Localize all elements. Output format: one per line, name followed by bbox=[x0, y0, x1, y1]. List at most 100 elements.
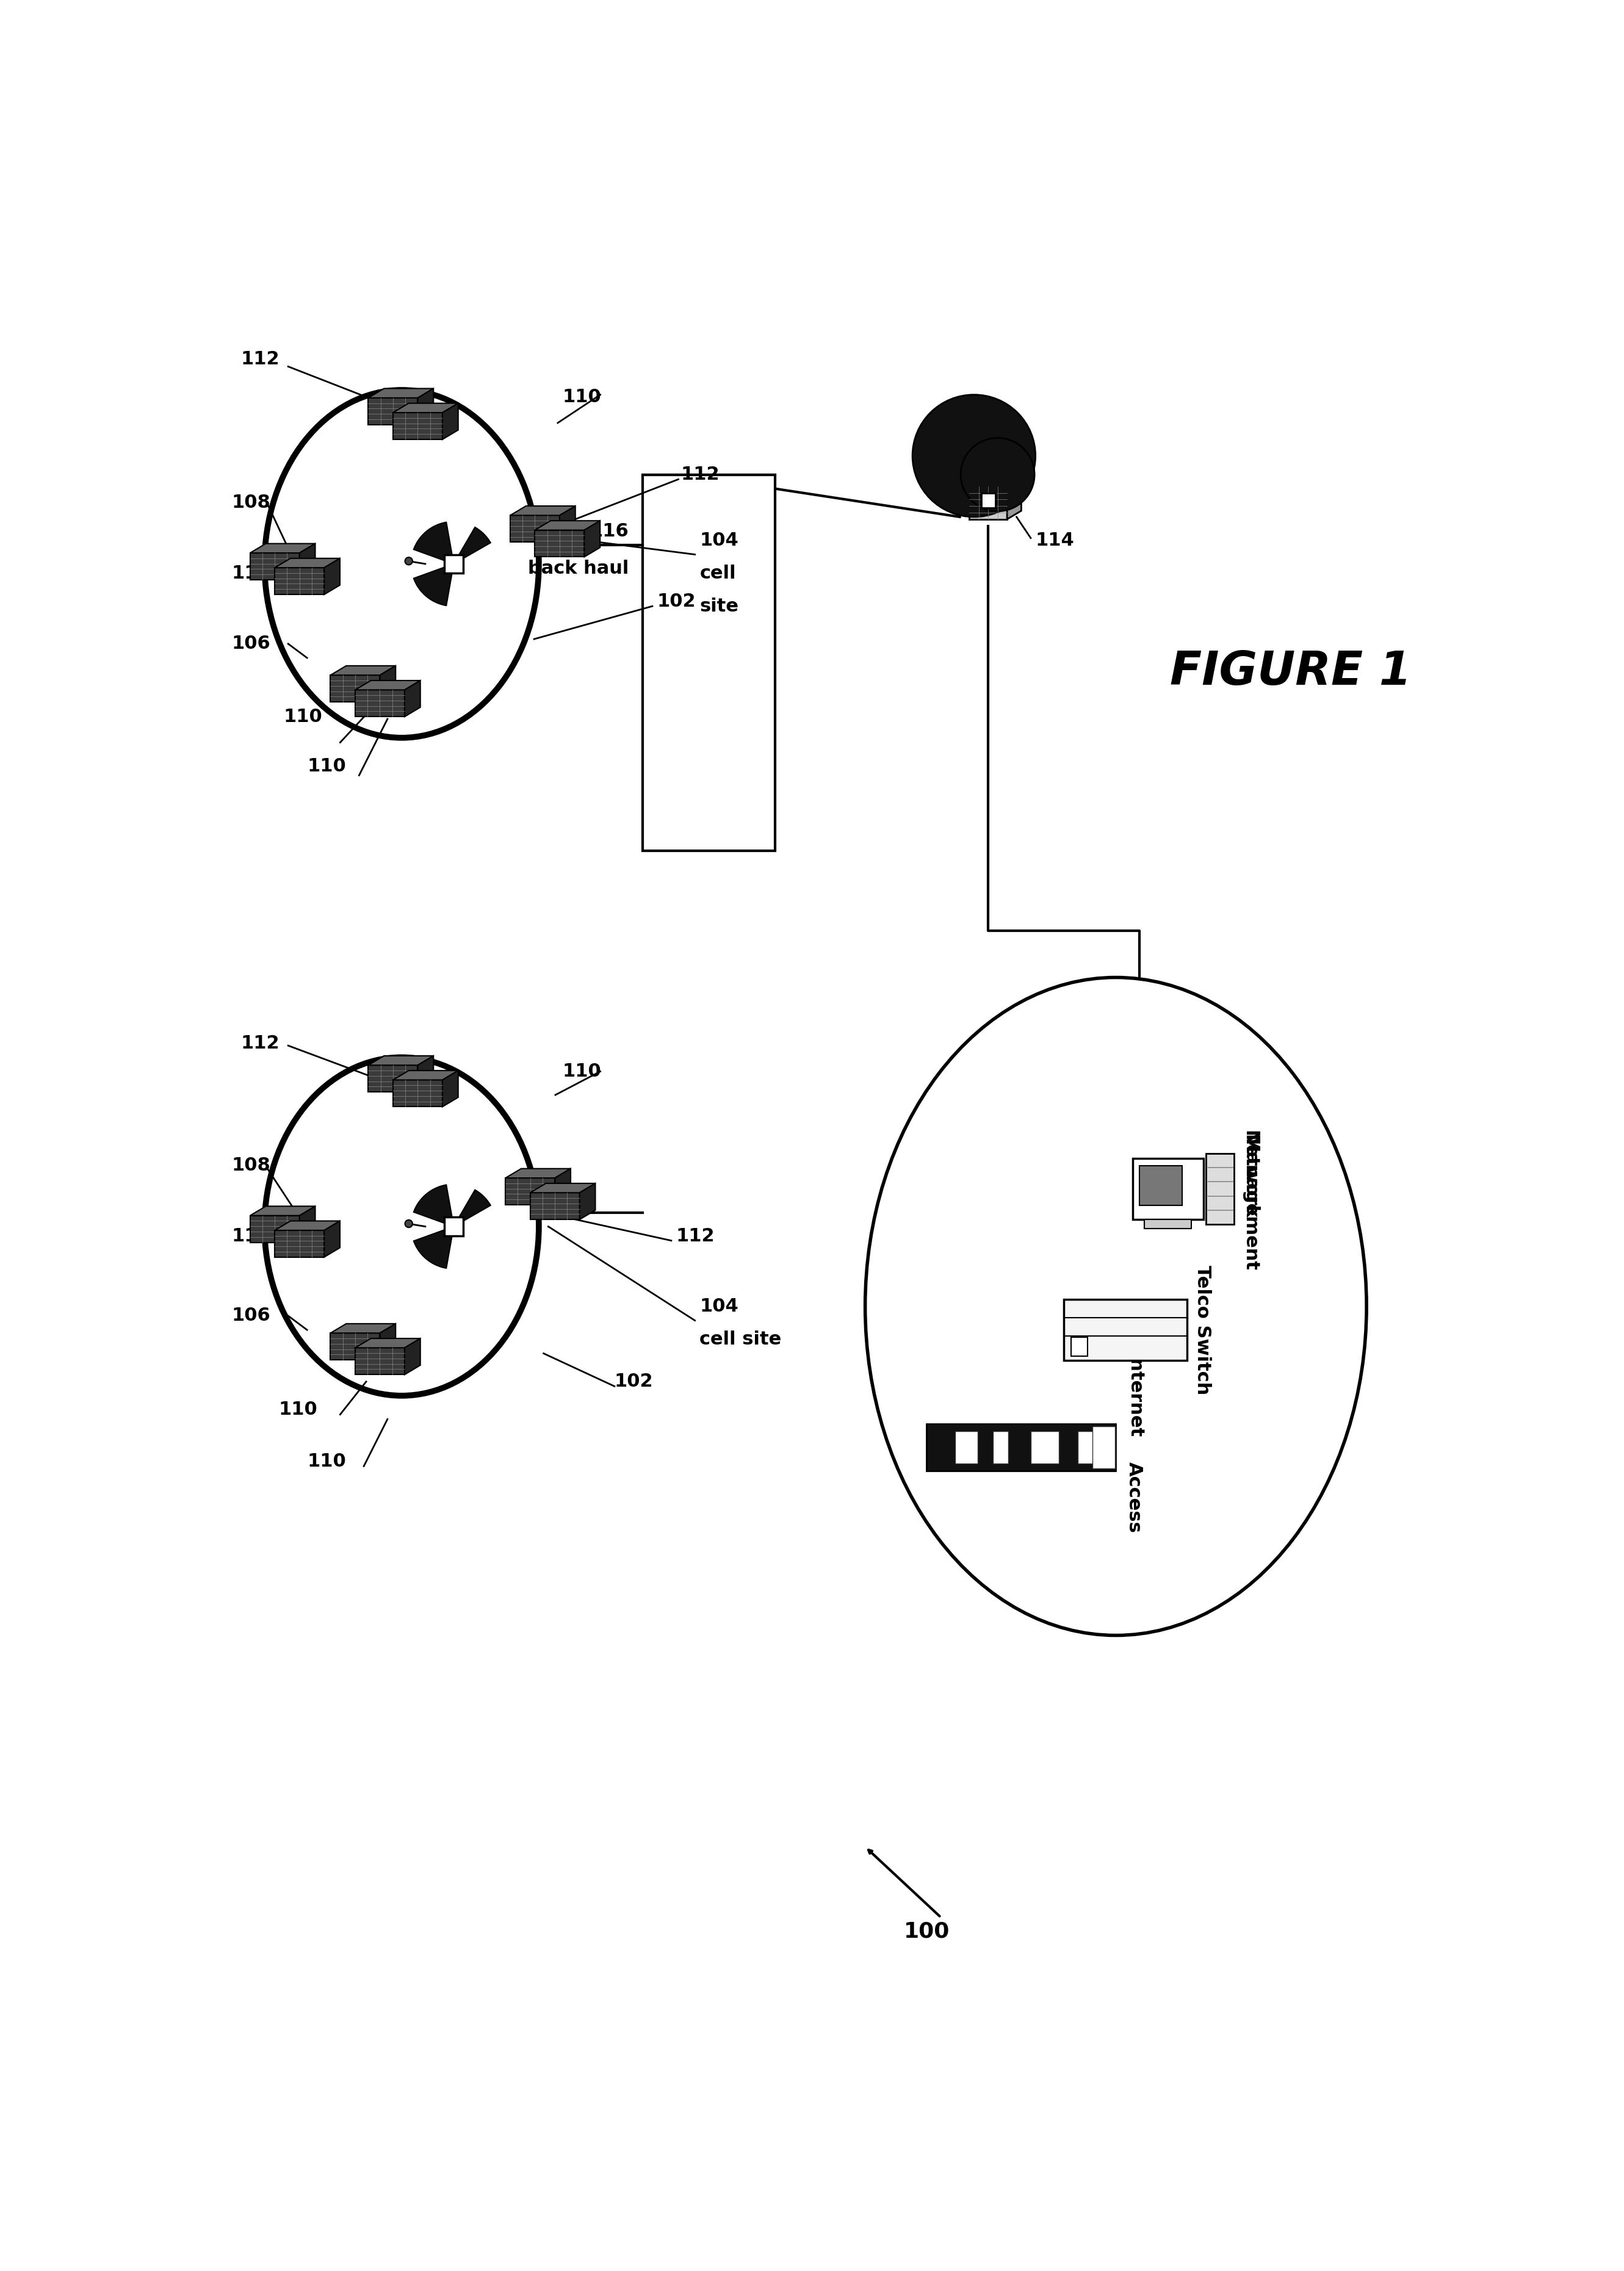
Text: FIGURE 1: FIGURE 1 bbox=[1169, 650, 1411, 695]
Circle shape bbox=[961, 438, 1034, 511]
Polygon shape bbox=[356, 1338, 421, 1347]
Polygon shape bbox=[510, 516, 560, 543]
Text: 112: 112 bbox=[680, 466, 719, 484]
Polygon shape bbox=[369, 1056, 434, 1065]
Polygon shape bbox=[274, 1231, 325, 1258]
Polygon shape bbox=[442, 1070, 458, 1106]
Text: 112: 112 bbox=[231, 1226, 270, 1245]
Polygon shape bbox=[534, 529, 585, 556]
Text: 102: 102 bbox=[614, 1372, 653, 1390]
Polygon shape bbox=[404, 681, 421, 718]
Polygon shape bbox=[585, 520, 599, 556]
Polygon shape bbox=[299, 543, 315, 579]
Polygon shape bbox=[393, 404, 458, 413]
Bar bbox=[955, 1431, 978, 1465]
Text: cell: cell bbox=[700, 565, 736, 581]
Text: Access: Access bbox=[1125, 1463, 1143, 1533]
Text: Management: Management bbox=[1241, 1136, 1259, 1272]
Polygon shape bbox=[534, 520, 599, 529]
Polygon shape bbox=[393, 413, 442, 438]
Text: 112: 112 bbox=[676, 1226, 715, 1245]
Polygon shape bbox=[417, 1056, 434, 1092]
Bar bbox=[1064, 1299, 1187, 1360]
Bar bbox=[1205, 1154, 1234, 1224]
Polygon shape bbox=[250, 1206, 315, 1215]
Polygon shape bbox=[529, 1192, 580, 1220]
Polygon shape bbox=[299, 1206, 315, 1242]
Text: 108: 108 bbox=[231, 1156, 270, 1174]
Polygon shape bbox=[325, 1222, 339, 1258]
Polygon shape bbox=[393, 1081, 442, 1106]
Text: back haul: back haul bbox=[528, 559, 628, 577]
Bar bbox=[445, 1217, 463, 1235]
Polygon shape bbox=[369, 1065, 417, 1092]
Polygon shape bbox=[505, 1170, 570, 1179]
Polygon shape bbox=[274, 559, 339, 568]
Bar bbox=[1093, 1426, 1116, 1469]
Text: 110: 110 bbox=[307, 756, 346, 774]
Polygon shape bbox=[414, 1185, 451, 1224]
Polygon shape bbox=[330, 1324, 396, 1333]
Polygon shape bbox=[274, 1222, 339, 1231]
Bar bbox=[1145, 1220, 1192, 1229]
Polygon shape bbox=[458, 527, 490, 559]
Text: Network: Network bbox=[1241, 1131, 1259, 1220]
Bar bbox=[1070, 1338, 1088, 1356]
Polygon shape bbox=[505, 1179, 555, 1206]
Polygon shape bbox=[356, 1347, 404, 1374]
Polygon shape bbox=[330, 665, 396, 674]
Polygon shape bbox=[250, 543, 315, 552]
Text: 108: 108 bbox=[231, 495, 270, 511]
Text: 106: 106 bbox=[231, 636, 270, 652]
Text: 112: 112 bbox=[231, 565, 270, 581]
Polygon shape bbox=[510, 506, 575, 516]
Text: 110: 110 bbox=[279, 1401, 318, 1419]
Polygon shape bbox=[380, 1324, 396, 1360]
Polygon shape bbox=[1007, 477, 1021, 520]
Circle shape bbox=[404, 556, 412, 565]
Polygon shape bbox=[325, 559, 339, 595]
Text: site: site bbox=[700, 597, 739, 615]
Text: 110: 110 bbox=[307, 1453, 346, 1469]
Text: 112: 112 bbox=[240, 350, 279, 368]
Polygon shape bbox=[330, 674, 380, 702]
Polygon shape bbox=[442, 404, 458, 438]
Text: 114: 114 bbox=[1036, 531, 1075, 550]
Polygon shape bbox=[274, 568, 325, 595]
Polygon shape bbox=[414, 1229, 451, 1267]
Bar bbox=[992, 1431, 1009, 1465]
Polygon shape bbox=[970, 477, 1021, 486]
Text: 100: 100 bbox=[903, 1921, 950, 1942]
Polygon shape bbox=[414, 568, 451, 606]
Circle shape bbox=[404, 1220, 412, 1226]
Text: 110: 110 bbox=[284, 709, 322, 724]
Bar bbox=[981, 493, 996, 506]
Bar bbox=[445, 554, 463, 572]
Text: 102: 102 bbox=[658, 593, 697, 611]
Polygon shape bbox=[529, 1183, 596, 1192]
Polygon shape bbox=[330, 1333, 380, 1360]
Polygon shape bbox=[369, 388, 434, 397]
Circle shape bbox=[913, 395, 1036, 518]
Polygon shape bbox=[458, 1190, 490, 1222]
Polygon shape bbox=[414, 522, 451, 561]
Polygon shape bbox=[369, 397, 417, 425]
Text: 110: 110 bbox=[562, 1063, 601, 1081]
Text: 112: 112 bbox=[240, 1033, 279, 1051]
Polygon shape bbox=[380, 665, 396, 702]
Polygon shape bbox=[560, 506, 575, 543]
Bar bbox=[1078, 1431, 1101, 1465]
Text: 110: 110 bbox=[562, 388, 601, 407]
Text: cell site: cell site bbox=[700, 1331, 781, 1349]
Text: 104: 104 bbox=[700, 1297, 739, 1315]
Polygon shape bbox=[250, 1215, 299, 1242]
Polygon shape bbox=[356, 690, 404, 718]
Polygon shape bbox=[970, 486, 1007, 520]
Polygon shape bbox=[393, 1070, 458, 1081]
Polygon shape bbox=[580, 1183, 596, 1220]
Polygon shape bbox=[555, 1170, 570, 1206]
Polygon shape bbox=[417, 388, 434, 425]
Text: 104: 104 bbox=[700, 531, 739, 550]
Bar bbox=[1140, 1165, 1182, 1206]
Text: Telco Switch: Telco Switch bbox=[1194, 1265, 1212, 1394]
